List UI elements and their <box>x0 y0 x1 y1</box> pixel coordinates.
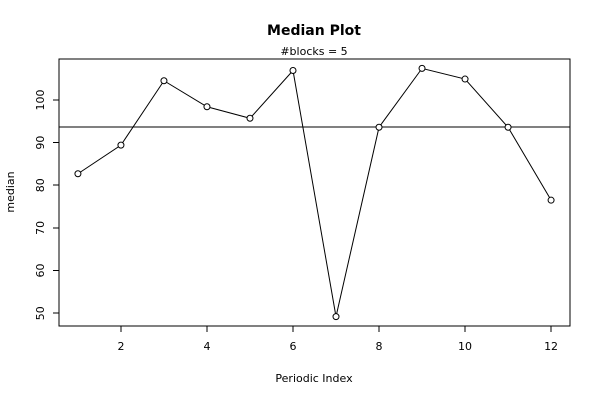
y-axis-label: median <box>4 171 17 212</box>
data-point <box>504 123 512 131</box>
y-tick-label: 90 <box>34 136 47 150</box>
plot-area: 2 4 6 8 10 12 50 60 70 80 90 100 <box>34 58 571 353</box>
chart-subtitle: #blocks = 5 <box>280 45 347 58</box>
data-point <box>547 196 555 204</box>
x-tick-label: 12 <box>544 340 558 353</box>
x-tick-label: 2 <box>117 340 124 353</box>
data-point <box>203 103 211 111</box>
data-point <box>289 67 297 75</box>
data-point <box>461 75 469 83</box>
data-point <box>246 114 254 122</box>
data-point <box>160 77 168 85</box>
y-tick-label: 70 <box>34 221 47 235</box>
y-tick-label: 50 <box>34 306 47 320</box>
plot-frame <box>58 58 571 327</box>
median-series-line <box>77 67 552 317</box>
data-point <box>117 141 125 149</box>
data-point <box>74 170 82 178</box>
x-tick-label: 10 <box>458 340 472 353</box>
x-tick-label: 8 <box>376 340 383 353</box>
data-point <box>418 64 426 72</box>
data-point <box>332 313 340 321</box>
y-tick-label: 60 <box>34 264 47 278</box>
x-tick-label: 4 <box>203 340 210 353</box>
data-point <box>375 123 383 131</box>
y-tick-label: 80 <box>34 178 47 192</box>
y-tick-label: 100 <box>34 89 47 110</box>
chart-title: Median Plot <box>267 23 361 39</box>
x-axis-label: Periodic Index <box>275 372 353 385</box>
x-tick-label: 6 <box>289 340 296 353</box>
